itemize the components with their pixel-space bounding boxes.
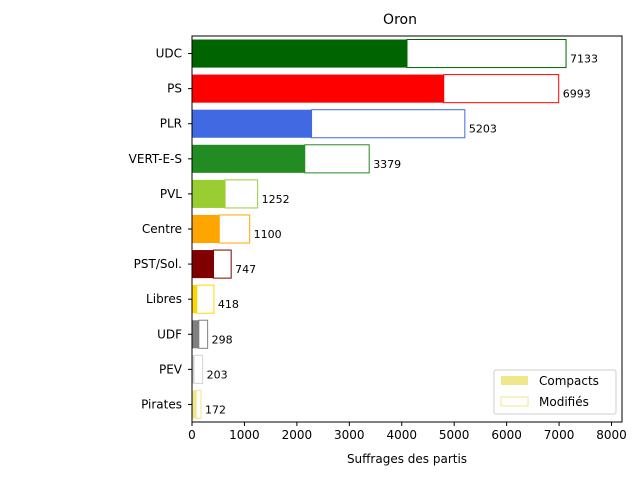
y-tick-label-pvl: PVL	[160, 187, 182, 201]
bar-compacts-centre	[192, 215, 219, 243]
data-label-pvl: 1252	[262, 193, 290, 206]
bar-compacts-pvl	[192, 180, 225, 208]
bar-compacts-ps	[192, 75, 444, 103]
bar-modifies-ps	[444, 75, 559, 103]
y-tick-label-centre: Centre	[142, 222, 182, 236]
data-label-pst-sol: 747	[235, 263, 256, 276]
y-tick-label-plr: PLR	[160, 117, 182, 131]
x-tick-label-2000: 2000	[282, 428, 313, 442]
data-label-libres: 418	[218, 298, 239, 311]
chart-title: Oron	[383, 12, 417, 28]
data-label-udf: 298	[212, 333, 233, 346]
bar-modifies-udc	[407, 40, 566, 68]
legend[interactable]: Compacts Modifiés	[494, 370, 616, 414]
x-tick-label-8000: 8000	[596, 428, 627, 442]
x-tick-label-6000: 6000	[491, 428, 522, 442]
bar-modifies-centre	[219, 215, 249, 243]
bar-compacts-vert-e-s	[192, 145, 305, 173]
x-tick-label-7000: 7000	[544, 428, 575, 442]
bar-modifies-pst-sol	[214, 250, 232, 278]
bar-compacts-plr	[192, 110, 312, 138]
legend-swatch-compacts	[501, 376, 528, 385]
bar-compacts-pirates	[192, 390, 196, 418]
bar-compacts-udf	[192, 320, 199, 348]
bar-modifies-udf	[199, 320, 208, 348]
x-tick-label-5000: 5000	[439, 428, 470, 442]
y-tick-label-udf: UDF	[157, 327, 182, 341]
y-tick-label-ps: PS	[167, 82, 182, 96]
data-label-centre: 1100	[254, 228, 282, 241]
x-tick-label-4000: 4000	[386, 428, 417, 442]
y-tick-label-vert-e-s: VERT-E-S	[129, 152, 182, 166]
bar-modifies-pev	[194, 355, 203, 383]
bars-layer: 7133 6993 5203 3379 1252 1100 747 418 298 203 172	[192, 40, 598, 419]
x-tick-label-1000: 1000	[229, 428, 260, 442]
bar-compacts-udc	[192, 40, 407, 68]
y-tick-label-libres: Libres	[146, 292, 182, 306]
data-label-udc: 7133	[570, 53, 598, 66]
data-label-ps: 6993	[563, 88, 591, 101]
bar-modifies-pirates	[196, 390, 201, 418]
bar-compacts-pst-sol	[192, 250, 214, 278]
bar-modifies-libres	[197, 285, 214, 313]
bar-compacts-libres	[192, 285, 197, 313]
legend-swatch-modifies	[501, 397, 528, 406]
data-label-plr: 5203	[469, 123, 497, 136]
x-tick-label-0: 0	[188, 428, 196, 442]
bar-modifies-vert-e-s	[305, 145, 369, 173]
y-tick-label-pst-sol: PST/Sol.	[134, 257, 182, 271]
bar-modifies-plr	[312, 110, 465, 138]
x-tick-label-3000: 3000	[334, 428, 365, 442]
y-tick-label-pirates: Pirates	[141, 397, 182, 411]
data-label-vert-e-s: 3379	[373, 158, 401, 171]
y-tick-label-pev: PEV	[159, 362, 183, 376]
legend-label-compacts: Compacts	[539, 374, 599, 388]
data-label-pirates: 172	[205, 403, 226, 416]
y-tick-label-udc: UDC	[156, 47, 182, 61]
data-label-pev: 203	[207, 368, 228, 381]
legend-label-modifies: Modifiés	[539, 395, 589, 409]
x-axis-label: Suffrages des partis	[347, 452, 467, 466]
bar-modifies-pvl	[225, 180, 258, 208]
